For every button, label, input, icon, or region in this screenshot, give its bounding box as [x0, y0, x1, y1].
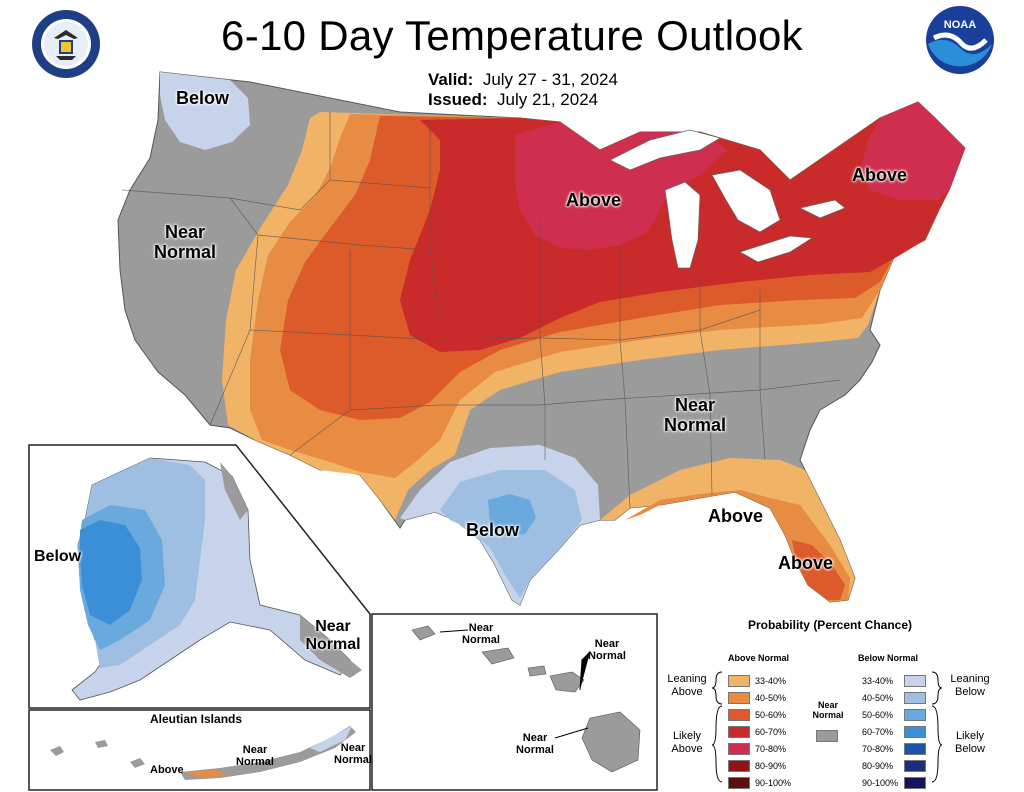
- legend-above-header: Above Normal: [728, 653, 790, 663]
- legend-below-row: 90-100%: [862, 776, 926, 789]
- legend-below-row: 70-80%: [862, 742, 926, 755]
- label-above-florida: Above: [778, 553, 834, 573]
- legend-above-swatch: [728, 759, 750, 772]
- label-below-texas: Below: [466, 520, 520, 540]
- label-aleutian-near-normal-2: Near Normal: [334, 742, 372, 767]
- legend-below-range: 40-50%: [862, 692, 894, 703]
- above-70-80-new-england: [860, 102, 965, 200]
- legend-below-header: Below Normal: [858, 653, 919, 663]
- legend-above-row: 33-40%: [728, 674, 786, 687]
- legend-below-swatch: [904, 759, 926, 772]
- legend-near-header: Near Normal: [812, 700, 844, 720]
- label-above-new-england: Above: [852, 165, 908, 185]
- date-info: Valid: July 27 - 31, 2024 Issued: July 2…: [428, 70, 618, 110]
- label-alaska-below: Below: [34, 548, 82, 565]
- legend-below-range: 80-90%: [862, 760, 894, 771]
- hawaii-inset: [371, 613, 658, 791]
- legend-above-range: 80-90%: [755, 760, 787, 771]
- issued-label: Issued:: [428, 90, 488, 109]
- label-aleutian-near-normal-1: Near Normal: [236, 744, 274, 769]
- tx-below-50-60: [488, 494, 536, 536]
- legend-leaning-below: Leaning Below: [950, 673, 990, 698]
- aleutian-inset: [28, 709, 371, 791]
- svg-text:NOAA: NOAA: [944, 19, 976, 31]
- legend-above-row: 50-60%: [728, 708, 786, 721]
- legend-title: Probability (Percent Chance): [747, 618, 913, 632]
- legend-above-range: 40-50%: [755, 692, 787, 703]
- aleutian-title: Aleutian Islands: [150, 712, 243, 726]
- legend-above-range: 33-40%: [755, 675, 787, 686]
- noaa-logo-icon: NOAA: [926, 6, 994, 74]
- legend-below-swatch: [904, 674, 926, 687]
- legend-above-swatch: [728, 742, 750, 755]
- lake-ontario: [798, 199, 846, 219]
- legend-likely-below: Likely Below: [955, 730, 985, 755]
- label-near-normal-west: Near Normal: [153, 222, 216, 263]
- legend-below-swatch: [904, 708, 926, 721]
- nw-below-33-40: [160, 72, 250, 150]
- department-of-commerce-seal-icon: [32, 10, 100, 78]
- legend-below-row: 80-90%: [862, 759, 926, 772]
- label-aleutian-above: Above: [150, 764, 184, 776]
- legend-above-swatch: [728, 725, 750, 738]
- label-above-midwest: Above: [566, 190, 622, 210]
- legend-below-row: 40-50%: [862, 691, 926, 704]
- legend-above-range: 50-60%: [755, 709, 787, 720]
- legend-above-row: 80-90%: [728, 759, 786, 772]
- label-above-southeast: Above: [708, 506, 764, 526]
- legend-near-swatch: [816, 730, 838, 742]
- legend-below-range: 33-40%: [862, 675, 894, 686]
- se-above-33-40: [600, 458, 855, 602]
- legend-above-row: 60-70%: [728, 725, 786, 738]
- legend-below-swatch: [904, 691, 926, 704]
- legend-below-swatch: [904, 776, 926, 789]
- label-near-normal-southeast: Near Normal: [663, 395, 726, 436]
- legend-above-row: 90-100%: [728, 776, 791, 789]
- legend-below-swatch: [904, 725, 926, 738]
- legend-above-swatch: [728, 708, 750, 721]
- map-title: 6-10 Day Temperature Outlook: [221, 12, 803, 59]
- label-hawaii-near-normal-2: Near Normal: [588, 638, 626, 663]
- legend-above-row: 70-80%: [728, 742, 786, 755]
- legend-below-row: 33-40%: [862, 674, 926, 687]
- label-hawaii-near-normal-1: Near Normal: [462, 622, 500, 647]
- se-above-40-50: [625, 490, 850, 602]
- legend-below-range: 90-100%: [862, 777, 899, 788]
- se-above-50-60: [792, 540, 845, 600]
- valid-dates: July 27 - 31, 2024: [482, 70, 618, 89]
- legend-leaning-above: Leaning Above: [667, 673, 707, 698]
- legend-above-swatch: [728, 776, 750, 789]
- alaska-inset: [28, 444, 371, 709]
- legend-below-range: 70-80%: [862, 743, 894, 754]
- legend-above-range: 60-70%: [755, 726, 787, 737]
- label-hawaii-near-normal-3: Near Normal: [516, 732, 554, 757]
- legend-below-row: 50-60%: [862, 708, 926, 721]
- label-below-nw: Below: [176, 88, 230, 108]
- lake-michigan: [664, 181, 701, 269]
- legend-likely-above: Likely Above: [671, 730, 703, 755]
- legend-above-range: 70-80%: [755, 743, 787, 754]
- lake-erie: [739, 235, 814, 263]
- label-alaska-near-normal: Near Normal: [305, 618, 361, 653]
- lake-huron: [711, 169, 781, 233]
- legend-above-swatch: [728, 691, 750, 704]
- valid-label: Valid:: [428, 70, 474, 89]
- legend-above-row: 40-50%: [728, 691, 786, 704]
- legend-above-swatch: [728, 674, 750, 687]
- legend-below-row: 60-70%: [862, 725, 926, 738]
- legend-above-range: 90-100%: [755, 777, 792, 788]
- lake-superior: [609, 129, 721, 171]
- legend-below-swatch: [904, 742, 926, 755]
- legend-below-range: 60-70%: [862, 726, 894, 737]
- issued-date: July 21, 2024: [496, 90, 599, 109]
- legend-below-range: 50-60%: [862, 709, 894, 720]
